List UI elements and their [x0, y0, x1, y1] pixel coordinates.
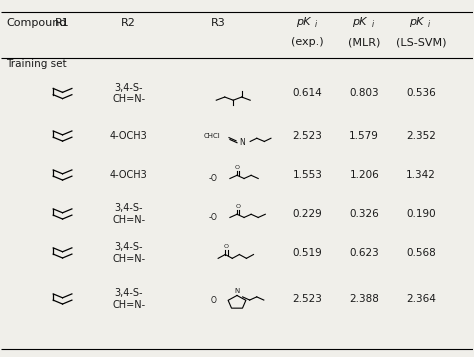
Text: 3,4-S-
CH=N-: 3,4-S- CH=N- — [112, 83, 145, 104]
Text: 0.568: 0.568 — [406, 248, 436, 258]
Text: 2.364: 2.364 — [406, 294, 436, 304]
Text: O: O — [210, 296, 216, 305]
Text: Compound: Compound — [6, 18, 67, 28]
Text: N: N — [234, 288, 240, 295]
Text: 0.190: 0.190 — [406, 209, 436, 219]
Text: 1.579: 1.579 — [349, 131, 379, 141]
Text: pK: pK — [352, 17, 367, 27]
Text: 0.614: 0.614 — [293, 89, 323, 99]
Text: 1.553: 1.553 — [293, 170, 323, 180]
Text: -O: -O — [209, 174, 218, 183]
Text: N: N — [239, 138, 245, 147]
Text: 0.536: 0.536 — [406, 89, 436, 99]
Text: i: i — [372, 20, 374, 29]
Text: i: i — [315, 20, 317, 29]
Text: 3,4-S-
CH=N-: 3,4-S- CH=N- — [112, 288, 145, 310]
Text: 0.229: 0.229 — [293, 209, 323, 219]
Text: 2.388: 2.388 — [349, 294, 379, 304]
Text: (LS-SVM): (LS-SVM) — [395, 37, 446, 47]
Text: 1.206: 1.206 — [349, 170, 379, 180]
Text: R1: R1 — [55, 18, 70, 28]
Text: pK: pK — [296, 17, 310, 27]
Text: 4-OCH3: 4-OCH3 — [110, 170, 147, 180]
Text: pK: pK — [409, 17, 423, 27]
Text: -O: -O — [209, 213, 218, 222]
Text: 0.803: 0.803 — [349, 89, 379, 99]
Text: O: O — [235, 165, 239, 170]
Text: 4-OCH3: 4-OCH3 — [110, 131, 147, 141]
Text: R3: R3 — [211, 18, 226, 28]
Text: 2.352: 2.352 — [406, 131, 436, 141]
Text: 2.523: 2.523 — [293, 131, 323, 141]
Text: O: O — [236, 204, 241, 209]
Text: 0.326: 0.326 — [349, 209, 379, 219]
Text: 1.342: 1.342 — [406, 170, 436, 180]
Text: R2: R2 — [121, 18, 136, 28]
Text: CHCl: CHCl — [204, 134, 221, 139]
Text: 3,4-S-
CH=N-: 3,4-S- CH=N- — [112, 242, 145, 264]
Text: (MLR): (MLR) — [348, 37, 381, 47]
Text: 0.623: 0.623 — [349, 248, 379, 258]
Text: O: O — [224, 245, 228, 250]
Text: Training set: Training set — [6, 59, 67, 69]
Text: 3,4-S-
CH=N-: 3,4-S- CH=N- — [112, 203, 145, 225]
Text: 2.523: 2.523 — [293, 294, 323, 304]
Text: (exp.): (exp.) — [292, 37, 324, 47]
Text: 0.519: 0.519 — [293, 248, 323, 258]
Text: i: i — [428, 20, 430, 29]
